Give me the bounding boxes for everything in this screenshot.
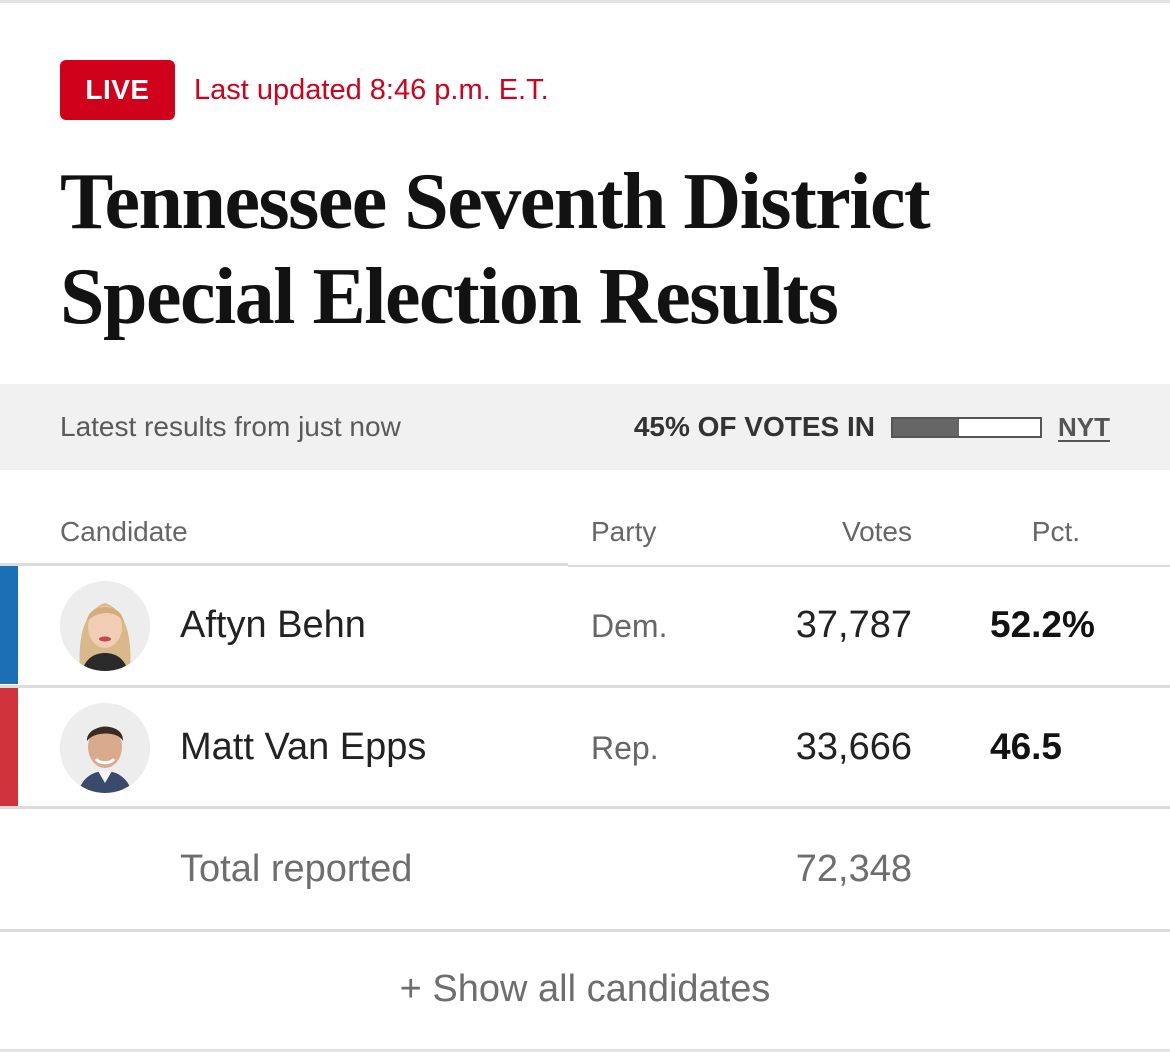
party-color-bar-dem [0, 566, 18, 684]
column-header-pct[interactable]: Pct. [1031, 516, 1080, 547]
header-divider [0, 563, 568, 566]
table-row: Matt Van Epps Rep. 33,666 46.5 [0, 688, 1170, 806]
table-row: Aftyn Behn Dem. 37,787 52.2% [0, 566, 1170, 684]
live-badge: LIVE [60, 60, 175, 120]
row-divider [0, 806, 1170, 809]
candidate-photo-woman-icon [60, 581, 150, 671]
votes-in-progress-bar [891, 416, 1042, 438]
party-color-bar-rep [0, 688, 18, 806]
candidate-votes: 37,787 [795, 604, 912, 646]
votes-in-progress-fill [893, 418, 960, 436]
candidate-votes: 33,666 [795, 726, 912, 768]
row-divider [0, 685, 1170, 688]
votes-in-group: 45% OF VOTES IN NYT [634, 384, 1110, 470]
candidate-pct: 46.5 [990, 726, 1063, 767]
live-status-row: LIVE Last updated 8:46 p.m. E.T. [60, 60, 549, 120]
candidate-name: Aftyn Behn [180, 604, 366, 646]
candidate-name: Matt Van Epps [180, 726, 427, 768]
total-reported-votes: 72,348 [795, 848, 912, 890]
total-divider [0, 929, 1170, 932]
top-divider [0, 0, 1170, 3]
total-reported-label: Total reported [180, 848, 413, 890]
latest-results-text: Latest results from just now [60, 411, 401, 442]
candidate-party: Rep. [591, 730, 659, 766]
column-header-party[interactable]: Party [591, 516, 657, 547]
show-all-candidates-button[interactable]: + Show all candidates [399, 968, 771, 1010]
column-header-votes[interactable]: Votes [841, 516, 912, 547]
nyt-estimate-link[interactable]: NYT [1058, 411, 1110, 442]
results-status-bar: Latest results from just now 45% OF VOTE… [0, 384, 1170, 470]
page-title: Tennessee Seventh District Special Elect… [60, 158, 931, 341]
last-updated-text: Last updated 8:46 p.m. E.T. [194, 73, 549, 106]
bottom-divider [0, 1049, 1170, 1052]
column-header-candidate[interactable]: Candidate [60, 516, 188, 547]
candidate-pct: 52.2% [990, 604, 1095, 645]
votes-in-label: 45% OF VOTES IN [633, 411, 875, 442]
header-divider-right [568, 565, 1170, 567]
candidate-party: Dem. [591, 608, 668, 644]
candidate-photo-man-icon [60, 703, 150, 793]
